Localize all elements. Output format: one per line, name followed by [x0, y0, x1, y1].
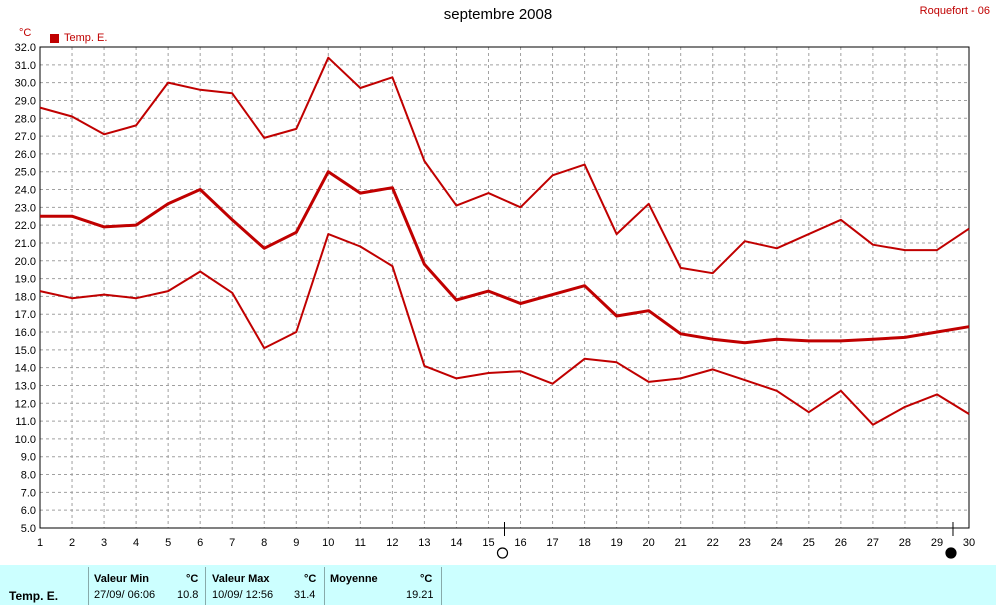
y-tick-label: 24.0: [15, 185, 36, 197]
x-tick-label: 3: [101, 537, 107, 549]
y-tick-label: 14.0: [15, 363, 36, 375]
statistics-footer: Temp. E. Valeur Min °C 27/09/ 06:06 10.8…: [0, 565, 996, 605]
series-line-max: [39, 56, 970, 275]
new-moon-icon: [945, 547, 957, 559]
y-tick-label: 11.0: [15, 416, 36, 428]
min-datetime: 27/09/ 06:06: [94, 589, 156, 601]
max-heading: Valeur Max: [212, 573, 270, 585]
y-tick-label: 18.0: [15, 291, 36, 303]
x-tick-label: 13: [418, 537, 430, 549]
y-tick-label: 13.0: [15, 380, 36, 392]
y-tick-label: 20.0: [15, 256, 36, 268]
y-tick-label: 19.0: [15, 274, 36, 286]
y-tick-label: 5.0: [21, 523, 36, 535]
y-tick-label: 8.0: [21, 470, 36, 482]
y-tick-label: 30.0: [15, 78, 36, 90]
x-tick-label: 10: [322, 537, 334, 549]
y-axis-unit: °C: [19, 27, 32, 39]
x-tick-label: 21: [675, 537, 687, 549]
x-tick-label: 9: [293, 537, 299, 549]
x-tick-label: 18: [578, 537, 590, 549]
x-tick-label: 16: [514, 537, 526, 549]
x-tick-label: 19: [610, 537, 622, 549]
chart-title: septembre 2008: [443, 6, 553, 23]
x-tick-label: 29: [931, 537, 943, 549]
x-tick-label: 11: [355, 537, 366, 549]
footer-divider: [441, 567, 442, 605]
average-value: 19.21: [406, 589, 434, 601]
series-line-min: [39, 233, 970, 426]
y-tick-label: 10.0: [15, 434, 36, 446]
footer-series-label: Temp. E.: [9, 589, 59, 603]
y-tick-label: 21.0: [15, 238, 36, 250]
y-tick-label: 15.0: [15, 345, 36, 357]
x-tick-label: 20: [643, 537, 655, 549]
average-unit: °C: [420, 573, 433, 585]
x-tick-label: 8: [261, 537, 267, 549]
y-tick-label: 27.0: [15, 131, 36, 143]
max-value: 31.4: [294, 589, 316, 601]
legend-swatch: [50, 33, 59, 43]
y-tick-label: 17.0: [15, 309, 36, 321]
x-tick-label: 28: [899, 537, 911, 549]
y-tick-label: 22.0: [15, 220, 36, 232]
y-tick-label: 26.0: [15, 149, 36, 161]
y-tick-label: 9.0: [21, 452, 36, 464]
footer-divider: [88, 567, 89, 605]
x-tick-label: 17: [546, 537, 558, 549]
x-tick-label: 12: [386, 537, 398, 549]
y-tick-label: 32.0: [15, 42, 36, 54]
max-unit: °C: [304, 573, 317, 585]
min-heading: Valeur Min: [94, 573, 150, 585]
y-tick-label: 12.0: [15, 398, 36, 410]
x-tick-label: 26: [835, 537, 847, 549]
x-tick-label: 25: [803, 537, 815, 549]
y-tick-label: 23.0: [15, 202, 36, 214]
y-tick-label: 28.0: [15, 113, 36, 125]
x-tick-label: 15: [482, 537, 494, 549]
x-tick-label: 14: [450, 537, 462, 549]
x-tick-label: 2: [69, 537, 75, 549]
series-line-mean: [40, 170, 970, 345]
x-tick-label: 23: [739, 537, 751, 549]
y-tick-label: 7.0: [21, 487, 36, 499]
y-tick-label: 6.0: [21, 505, 36, 517]
x-tick-label: 7: [229, 537, 235, 549]
min-value: 10.8: [177, 589, 199, 601]
max-datetime: 10/09/ 12:56: [212, 589, 274, 601]
min-unit: °C: [186, 573, 199, 585]
full-moon-icon: [496, 547, 509, 559]
y-tick-label: 31.0: [15, 60, 36, 72]
x-tick-label: 5: [165, 537, 171, 549]
footer-divider: [324, 567, 325, 605]
x-tick-label: 6: [197, 537, 203, 549]
legend: Temp. E.: [50, 32, 107, 44]
x-tick-label: 1: [37, 537, 43, 549]
station-name: Roquefort - 06: [919, 5, 990, 17]
line-chart: 5.0 6.0 7.0 8.0 9.0 10.0 11.0 12.0 13.0 14.0 15.0 1…: [15, 42, 975, 559]
footer-divider: [205, 567, 206, 605]
x-tick-label: 24: [771, 537, 783, 549]
legend-label: Temp. E.: [64, 32, 108, 44]
y-tick-label: 16.0: [15, 327, 36, 339]
x-tick-label: 22: [707, 537, 719, 549]
average-heading: Moyenne: [330, 573, 378, 585]
y-tick-label: 25.0: [15, 167, 36, 179]
x-tick-label: 4: [133, 537, 139, 549]
plot-area-frame: [39, 46, 970, 529]
y-tick-label: 29.0: [15, 95, 36, 107]
x-tick-label: 27: [867, 537, 879, 549]
x-tick-label: 30: [963, 537, 975, 549]
